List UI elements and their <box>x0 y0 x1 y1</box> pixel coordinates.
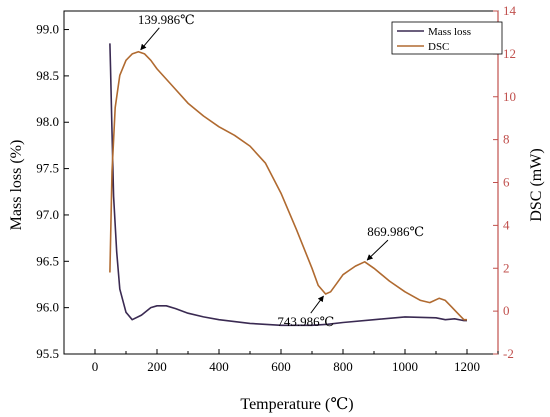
x-tick-label: 1000 <box>392 359 418 374</box>
x-tick-label: 1200 <box>454 359 480 374</box>
annotation-arrow <box>366 239 389 261</box>
series-layer <box>109 43 467 327</box>
y-left-tick-label: 96.5 <box>36 253 59 268</box>
y-right-tick-label: -2 <box>503 346 514 361</box>
annotation-layer: 139.986℃ 743.986℃ 869.986℃ <box>138 12 424 329</box>
x-tick-label: 0 <box>92 359 99 374</box>
y-left-tick-label: 96.0 <box>36 300 59 315</box>
y-right-tick-label: 14 <box>503 3 517 18</box>
y-right-tick-label: 12 <box>503 46 516 61</box>
y-right-tick-label: 2 <box>503 260 510 275</box>
series-line-mass-loss <box>109 43 467 327</box>
y-right-tick-label: 4 <box>503 217 510 232</box>
x-axis: 0 200 400 600 800 1000 1200 <box>63 349 499 374</box>
legend-box <box>391 21 503 55</box>
annotation-arrow <box>140 27 160 51</box>
annotation-arrow <box>310 295 324 314</box>
plot-border <box>63 10 499 355</box>
y-left-tick-label: 99.0 <box>36 22 59 37</box>
y-right-tick-label: 8 <box>503 132 510 147</box>
y-axis-right: -2 0 2 4 6 8 10 12 14 <box>493 3 517 361</box>
y-right-tick-label: 10 <box>503 89 516 104</box>
y-left-tick-label: 98.5 <box>36 68 59 83</box>
annotation-label: 139.986℃ <box>138 12 195 27</box>
y-axis-left-title: Mass loss (%) <box>8 140 25 231</box>
y-axis-left: 95.5 96.0 96.5 97.0 97.5 98.0 98.5 99.0 <box>36 22 69 361</box>
x-tick-label: 200 <box>147 359 167 374</box>
plot-frame <box>63 10 499 355</box>
x-tick-label: 400 <box>209 359 229 374</box>
y-right-tick-label: 6 <box>503 175 510 190</box>
annotation-label: 869.986℃ <box>367 224 424 239</box>
annotation-label: 743.986℃ <box>277 314 334 329</box>
y-left-tick-label: 98.0 <box>36 114 59 129</box>
legend-label-mass-loss: Mass loss <box>428 26 471 38</box>
x-axis-title: Temperature (℃) <box>240 396 353 413</box>
legend-label-dsc: DSC <box>428 41 449 53</box>
y-left-tick-label: 95.5 <box>36 346 59 361</box>
series-line-dsc <box>109 50 467 321</box>
x-tick-label: 600 <box>271 359 291 374</box>
y-axis-right-title: DSC (mW) <box>528 148 545 221</box>
y-left-tick-label: 97.5 <box>36 161 59 176</box>
y-left-tick-label: 97.0 <box>36 207 59 222</box>
x-tick-label: 800 <box>333 359 353 374</box>
y-right-tick-label: 0 <box>503 303 510 318</box>
legend: Mass loss DSC <box>391 21 503 55</box>
